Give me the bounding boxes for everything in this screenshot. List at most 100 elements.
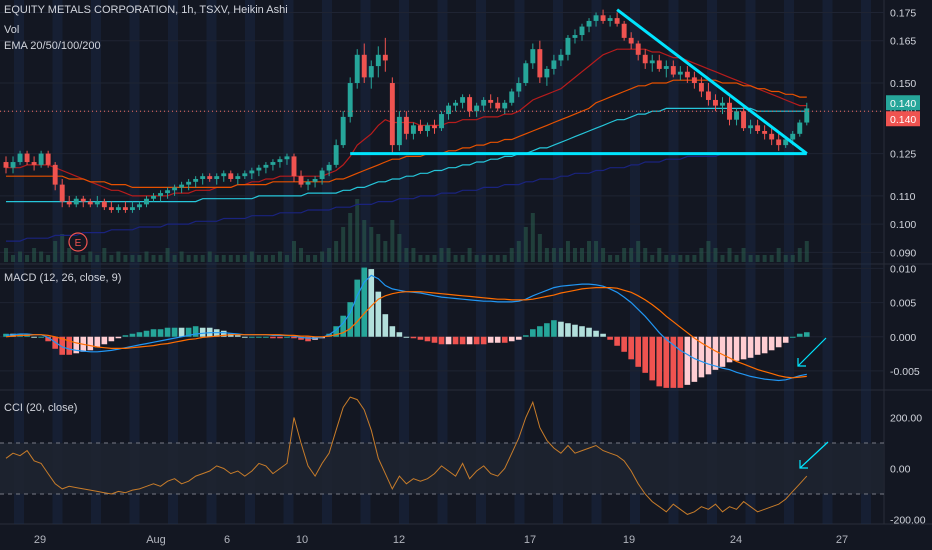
volume-bar	[495, 255, 500, 262]
price-label: 0.140	[890, 98, 916, 110]
macd-histogram-bar	[740, 336, 747, 360]
volume-bar	[299, 248, 304, 262]
volume-bar	[411, 248, 416, 262]
candle-body	[481, 99, 487, 106]
volume-bar	[341, 227, 346, 262]
candle-body	[333, 145, 339, 165]
candle-body	[165, 190, 171, 194]
volume-bar	[741, 248, 746, 262]
candle-body	[607, 18, 613, 21]
volume-bar	[488, 255, 493, 262]
macd-histogram-bar	[726, 336, 733, 363]
volume-bar	[425, 255, 430, 262]
volume-bar	[362, 220, 367, 262]
macd-histogram-bar	[220, 330, 227, 337]
volume-bar	[277, 251, 282, 262]
candle-body	[151, 195, 156, 199]
earnings-label: E	[75, 238, 82, 249]
candle-body	[214, 176, 220, 179]
volume-bar	[172, 255, 177, 262]
volume-bar	[179, 251, 184, 262]
volume-bar	[53, 241, 58, 262]
candle-body	[748, 125, 754, 129]
candle-body	[319, 170, 325, 179]
candle-body	[432, 125, 437, 129]
y-tick-label: 0.005	[890, 298, 916, 310]
y-tick-label: 0.125	[890, 149, 916, 161]
candle-body	[3, 162, 9, 168]
candle-body	[460, 97, 466, 103]
candle-body	[691, 77, 697, 84]
volume-bar	[671, 255, 676, 262]
volume-bar	[537, 234, 542, 262]
volume-bar	[284, 255, 289, 262]
volume-bar	[67, 248, 72, 262]
candle-body	[45, 153, 51, 165]
cci-arrow-head	[799, 460, 808, 469]
cci-arrow-annotation	[799, 441, 829, 469]
macd-histogram-bar	[431, 336, 438, 343]
y-tick-label: 0.165	[890, 36, 916, 48]
macd-histogram-bar	[473, 336, 480, 345]
macd-histogram-bar	[361, 267, 368, 337]
candle-body	[354, 54, 360, 84]
volume-bar	[608, 255, 613, 262]
volume-bar	[439, 248, 444, 262]
macd-histogram-bar	[466, 336, 473, 345]
candle-body	[249, 170, 255, 174]
candle-body	[172, 187, 178, 191]
macd-histogram-bar	[754, 336, 761, 355]
macd-histogram-bar	[621, 336, 627, 352]
volume-bar	[397, 234, 402, 262]
volume-bar	[95, 255, 100, 262]
volume-bar	[594, 241, 599, 262]
volume-bar	[144, 251, 149, 262]
candle-body	[783, 139, 789, 146]
candle-body	[439, 114, 444, 129]
volume-bar	[158, 255, 163, 262]
volume-bar	[629, 248, 634, 262]
y-tick-label: -200.00	[890, 514, 926, 526]
macd-histogram-bar	[628, 336, 634, 360]
macd-histogram-bar	[733, 336, 740, 361]
y-tick-label: 0.100	[890, 219, 916, 231]
candle-body	[720, 102, 725, 106]
candle-body	[488, 99, 494, 103]
macd-histogram-bar	[452, 336, 459, 345]
volume-bar	[137, 255, 142, 262]
candle-body	[410, 125, 416, 134]
volume-bar	[720, 255, 725, 262]
macd-histogram-bar	[73, 336, 80, 354]
candle-body	[375, 54, 381, 67]
macd-histogram-bar	[635, 336, 642, 367]
macd-histogram-bar	[45, 336, 51, 342]
macd-histogram-bar	[691, 336, 698, 382]
volume-bar	[214, 255, 219, 262]
macd-histogram-bar	[340, 315, 346, 337]
cci-legend: CCI (20, close)	[4, 402, 78, 414]
volume-bar	[18, 251, 23, 262]
volume-bar	[4, 248, 8, 262]
candle-body	[656, 60, 662, 69]
x-tick-label: 24	[730, 534, 742, 546]
candle-body	[425, 125, 430, 131]
candle-body	[776, 139, 782, 146]
candle-body	[755, 125, 761, 131]
volume-bar	[706, 241, 711, 262]
volume-bar	[32, 248, 37, 262]
macd-histogram-bar	[382, 314, 389, 337]
macd-histogram-bar	[487, 336, 494, 343]
macd-histogram-bar	[677, 336, 684, 388]
macd-histogram-bar	[136, 332, 143, 337]
x-tick-label: Aug	[146, 534, 166, 546]
y-tick-label: 0.090	[890, 247, 916, 259]
ema-legend: EMA 20/50/100/200	[4, 40, 101, 52]
candle-body	[228, 173, 234, 179]
y-tick-label: 0.175	[890, 7, 916, 19]
candle-body	[122, 207, 128, 211]
volume-bar	[474, 255, 479, 262]
candle-body	[340, 116, 346, 146]
candle-body	[523, 63, 529, 84]
macd-histogram-bar	[199, 327, 206, 337]
candle-body	[347, 83, 353, 117]
